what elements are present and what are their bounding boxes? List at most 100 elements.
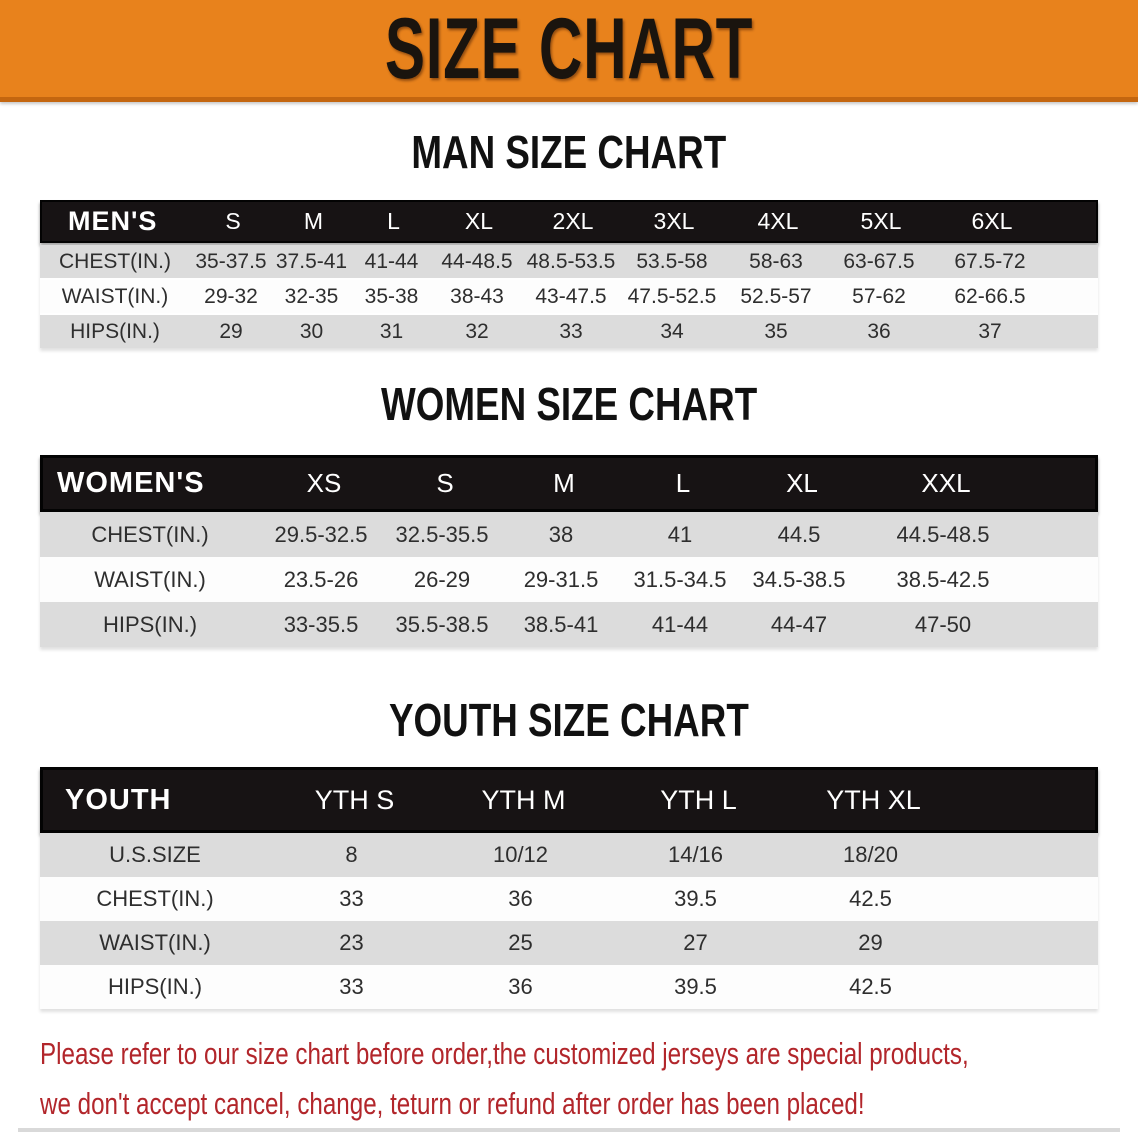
women-hips-in-s: 35.5-38.5 [395,611,489,637]
men-hips-in-2xl: 33 [559,319,583,343]
banner: SIZE CHART [0,0,1138,102]
women-row-label-hips-in: HIPS(IN.) [102,611,198,637]
youth-size-col-yth-xl: YTH XL [826,784,921,815]
men-size-col-4xl: 4XL [757,208,799,234]
men-row-hips-in: HIPS(IN.) 29 30 31 32 33 34 35 36 37 [40,315,1098,348]
youth-waist-in-yth-s: 23 [339,930,364,955]
men-size-col-3xl: 3XL [653,208,695,234]
men-hips-in-s: 29 [219,319,243,343]
men-hips-in-3xl: 34 [660,319,684,343]
men-chest-in-l: 41-44 [364,249,419,273]
men-row-waist-in: WAIST(IN.) 29-32 32-35 35-38 38-43 43-47.5 47.… [40,280,1098,313]
men-hips-in-l: 31 [379,319,404,343]
men-waist-in-xl: 38-43 [450,284,504,308]
men-table-header: MEN'S S M L XL 2XL 3XL 4XL 5XL 6XL [40,200,1098,243]
men-waist-in-2xl: 43-47.5 [535,284,607,308]
youth-section-heading: YOUTH SIZE CHART [0,697,1138,743]
youth-row-label-u-s-size: U.S.SIZE [109,842,201,867]
women-size-col-l: L [675,468,691,498]
men-chest-in-xl: 44-48.5 [441,249,513,273]
women-hips-in-m: 38.5-41 [523,611,599,637]
women-row-label-waist-in: WAIST(IN.) [94,566,206,592]
women-waist-in-xs: 23.5-26 [283,566,359,592]
youth-chest-in-yth-xl: 42.5 [849,886,892,911]
youth-size-col-yth-l: YTH L [660,784,737,815]
youth-chest-in-yth-l: 39.5 [674,886,717,911]
women-chest-in-m: 38 [548,521,574,547]
men-waist-in-s: 29-32 [204,284,258,308]
men-row-label-hips-in: HIPS(IN.) [70,319,160,343]
men-hips-in-m: 30 [299,319,324,343]
youth-waist-in-yth-xl: 29 [858,930,883,955]
youth-hips-in-yth-l: 39.5 [674,974,717,999]
men-chest-in-s: 35-37.5 [195,249,267,273]
youth-u-s-size-yth-m: 10/12 [492,842,549,867]
women-size-col-xl: XL [786,468,818,498]
banner-title: SIZE CHART [384,0,754,97]
youth-hips-in-yth-m: 36 [508,974,533,999]
women-waist-in-m: 29-31.5 [523,566,599,592]
men-row-chest-in: CHEST(IN.) 35-37.5 37.5-41 41-44 44-48.5 48.5… [40,245,1098,278]
youth-waist-in-yth-m: 25 [508,930,533,955]
youth-hips-in-yth-xl: 42.5 [849,974,892,999]
men-chest-in-2xl: 48.5-53.5 [526,249,616,273]
women-size-col-m: M [553,468,575,498]
youth-section-title: YOUTH SIZE CHART [389,694,749,746]
women-row-hips-in: HIPS(IN.) 33-35.5 35.5-38.5 38.5-41 41-44 44-… [40,602,1098,647]
men-size-col-5xl: 5XL [860,208,902,234]
women-chest-in-xxl: 44.5-48.5 [896,521,990,547]
women-table-header: WOMEN'S XS S M L XL XXL [40,455,1098,512]
women-row-waist-in: WAIST(IN.) 23.5-26 26-29 29-31.5 31.5-34.5 34… [40,557,1098,602]
youth-table-header: YOUTH YTH S YTH M YTH L YTH XL [40,767,1098,833]
men-row-label-waist-in: WAIST(IN.) [61,284,169,308]
women-size-col-s: S [436,468,454,498]
youth-row-waist-in: WAIST(IN.) 23 25 27 29 [40,921,1098,965]
women-waist-in-s: 26-29 [413,566,471,592]
men-waist-in-5xl: 57-62 [852,284,906,308]
men-hips-in-4xl: 35 [764,319,788,343]
youth-row-hips-in: HIPS(IN.) 33 36 39.5 42.5 [40,965,1098,1009]
women-chest-in-xs: 29.5-32.5 [274,521,368,547]
women-chest-in-xl: 44.5 [777,521,821,547]
women-chest-in-s: 32.5-35.5 [395,521,489,547]
women-size-table: WOMEN'S XS S M L XL XXL CHEST(IN.) 29.5-32.5 32.5… [40,455,1098,647]
youth-chest-in-yth-s: 33 [339,886,364,911]
men-size-col-l: L [387,208,400,234]
youth-row-label-chest-in: CHEST(IN.) [96,886,214,911]
youth-row-chest-in: CHEST(IN.) 33 36 39.5 42.5 [40,877,1098,921]
women-waist-in-xl: 34.5-38.5 [752,566,846,592]
men-hips-in-xl: 32 [465,319,489,343]
youth-waist-in-yth-l: 27 [683,930,708,955]
women-header-label: WOMEN'S [57,467,205,499]
men-chest-in-5xl: 63-67.5 [843,249,915,273]
women-size-col-xs: XS [306,468,342,498]
men-section-title: MAN SIZE CHART [411,126,727,178]
youth-row-u-s-size: U.S.SIZE 8 10/12 14/16 18/20 [40,833,1098,877]
youth-chest-in-yth-m: 36 [508,886,533,911]
men-chest-in-3xl: 53.5-58 [636,249,708,273]
youth-size-table: YOUTH YTH S YTH M YTH L YTH XL U.S.SIZE 8 10/12… [40,767,1098,1009]
women-section-title: WOMEN SIZE CHART [380,378,758,430]
women-chest-in-l: 41 [667,521,693,547]
bottom-edge-divider [18,1128,1120,1132]
men-chest-in-6xl: 67.5-72 [954,249,1026,273]
youth-u-s-size-yth-s: 8 [345,842,358,867]
men-size-col-s: S [225,208,241,234]
women-row-chest-in: CHEST(IN.) 29.5-32.5 32.5-35.5 38 41 44.5 44.5… [40,512,1098,557]
women-row-label-chest-in: CHEST(IN.) [91,521,209,547]
men-waist-in-4xl: 52.5-57 [740,284,812,308]
women-hips-in-xl: 44-47 [770,611,828,637]
men-waist-in-l: 35-38 [364,284,419,308]
women-hips-in-xs: 33-35.5 [283,611,359,637]
men-size-col-xl: XL [464,208,494,234]
women-size-col-xxl: XXL [921,468,971,498]
youth-row-label-hips-in: HIPS(IN.) [107,974,203,999]
disclaimer-line-2: we don't accept cancel, change, teturn o… [40,1086,865,1121]
men-waist-in-6xl: 62-66.5 [954,284,1026,308]
women-waist-in-xxl: 38.5-42.5 [896,566,990,592]
disclaimer: Please refer to our size chart before or… [40,1029,1070,1129]
youth-hips-in-yth-s: 33 [339,974,364,999]
women-waist-in-l: 31.5-34.5 [633,566,727,592]
men-hips-in-6xl: 37 [978,319,1002,343]
